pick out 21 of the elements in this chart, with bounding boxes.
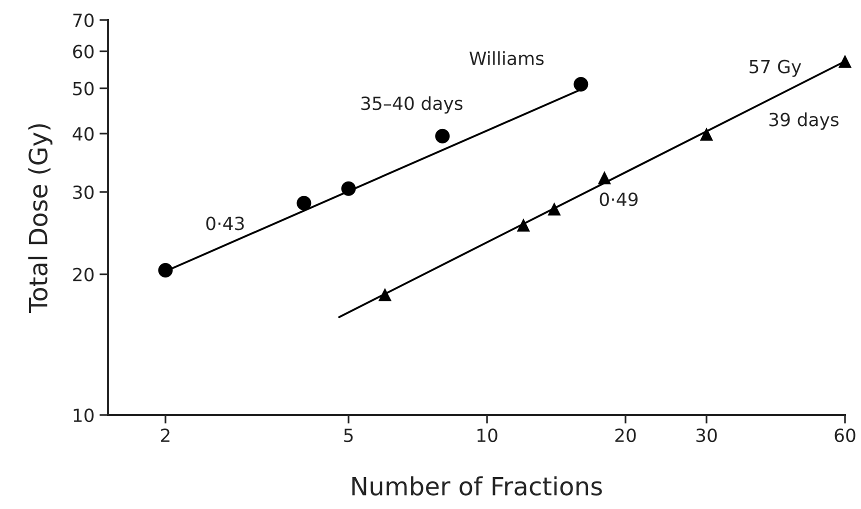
y-tick-label: 40 xyxy=(72,127,94,141)
annotation: 39 days xyxy=(769,112,839,130)
y-tick-label: 20 xyxy=(73,268,94,282)
y-tick-label: 50 xyxy=(73,82,94,96)
annotation: 0·49 xyxy=(600,192,638,206)
annotation: 57 Gy xyxy=(750,60,802,77)
annotation: Williams xyxy=(470,51,544,66)
x-tick-label: 60 xyxy=(834,428,856,442)
x-tick-label: 20 xyxy=(615,428,636,442)
x-tick-label: 30 xyxy=(696,428,717,442)
x-axis-title: Number of Fractions xyxy=(352,476,602,496)
y-axis-title: Total Dose (Gy) xyxy=(28,124,52,314)
x-tick-label: 2 xyxy=(161,428,170,442)
y-tick-label: 10 xyxy=(74,408,94,422)
y-tick-label: 30 xyxy=(73,185,94,200)
y-tick-label: 60 xyxy=(73,44,94,58)
y-tick-label: 70 xyxy=(73,13,94,28)
x-tick-label: 5 xyxy=(344,428,353,442)
annotation: 0·43 xyxy=(206,216,244,230)
x-tick-label: 10 xyxy=(478,428,498,442)
annotation: 35–40 days xyxy=(361,96,462,114)
